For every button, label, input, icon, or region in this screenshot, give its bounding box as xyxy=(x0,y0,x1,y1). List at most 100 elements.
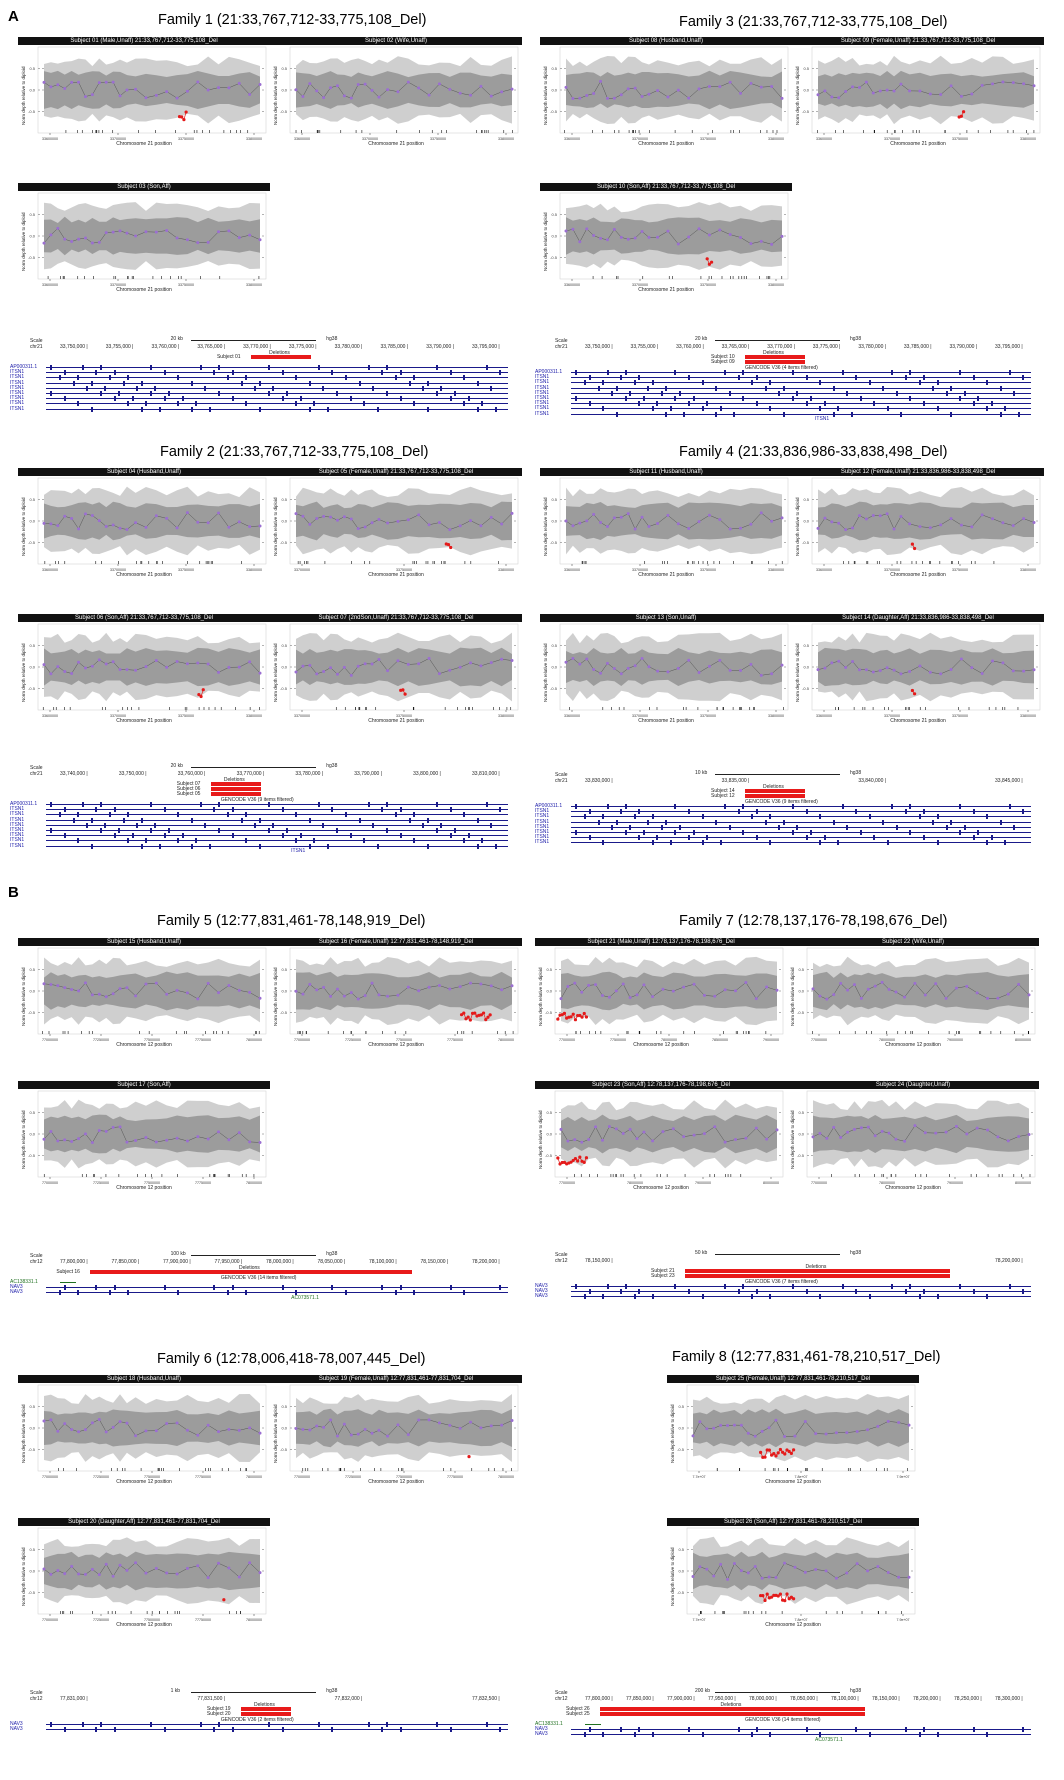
data-point xyxy=(70,80,74,84)
x-axis-label: Chromosome 12 position xyxy=(116,1622,172,1628)
family-7-title: Family 7 (12:78,137,176-78,198,676_Del) xyxy=(679,913,948,929)
deletion-bar xyxy=(745,789,805,793)
data-point xyxy=(118,987,122,991)
browser-scale-label: Scale xyxy=(30,1253,43,1259)
data-point xyxy=(104,524,108,528)
y-tick-label: 0.5 xyxy=(29,1547,35,1552)
exon-block xyxy=(819,814,822,820)
data-point xyxy=(301,514,305,518)
browser-coordinate: 77,850,000 | xyxy=(626,1696,654,1702)
x-tick-label: 33800000 xyxy=(498,568,514,572)
family-3-title: Family 3 (21:33,767,712-33,775,108_Del) xyxy=(679,14,948,30)
data-point xyxy=(248,525,252,529)
data-point xyxy=(315,672,319,676)
exon-block xyxy=(476,843,479,849)
data-point xyxy=(56,524,60,528)
exon-block xyxy=(588,835,591,841)
data-point xyxy=(934,982,938,986)
data-point xyxy=(248,660,252,664)
data-point xyxy=(592,233,596,237)
x-tick-label: 33600000 xyxy=(294,137,310,141)
data-point xyxy=(175,1421,179,1425)
deletions-track-label: Deletions xyxy=(763,784,784,790)
x-tick-label: 77000000 xyxy=(42,1181,58,1185)
exon-block xyxy=(195,838,198,844)
exon-block xyxy=(688,401,690,407)
data-point xyxy=(765,1137,769,1141)
exon-block xyxy=(972,835,975,841)
data-point xyxy=(846,988,850,992)
deletion-point xyxy=(582,1160,586,1164)
data-point xyxy=(671,1127,675,1131)
x-tick-label: 33750000 xyxy=(952,714,968,718)
browser-coordinate: 33,770,000 | xyxy=(236,771,265,777)
subject-plot: Subject 18 (Husband,Unaff) Norm depth rel… xyxy=(18,1375,270,1485)
data-point xyxy=(469,93,473,97)
exon-block xyxy=(624,1284,627,1289)
exon-block xyxy=(950,385,953,391)
subject-header: Subject 07 (2ndSon,Unaff) 21:33,767,712-… xyxy=(270,614,522,622)
x-tick-label: 77500000 xyxy=(610,1038,626,1042)
data-point xyxy=(793,1565,797,1569)
data-point xyxy=(965,1132,969,1136)
exon-block xyxy=(245,375,248,381)
exon-block xyxy=(688,375,690,381)
data-point xyxy=(206,88,210,92)
data-point xyxy=(510,511,514,515)
data-point xyxy=(599,79,603,83)
data-point xyxy=(713,994,717,998)
depth-line xyxy=(817,658,1035,675)
exon-block xyxy=(349,833,352,839)
exon-block xyxy=(999,385,1002,391)
gene-label: NAV3 xyxy=(535,1288,548,1295)
x-tick-label: 33700000 xyxy=(884,568,900,572)
data-point xyxy=(1017,1135,1021,1139)
exon-block xyxy=(109,1290,112,1296)
data-point xyxy=(585,519,589,523)
deletion-point xyxy=(468,1018,472,1022)
data-point xyxy=(489,984,493,988)
transcript-line xyxy=(46,367,508,368)
data-point xyxy=(759,511,763,515)
exon-block xyxy=(575,1284,577,1289)
y-tick-label: -0.5 xyxy=(550,109,558,114)
exon-block xyxy=(769,406,772,412)
exon-block xyxy=(376,406,379,412)
data-point xyxy=(56,984,60,988)
data-point xyxy=(619,515,623,519)
x-tick-label: 33700000 xyxy=(294,568,310,572)
data-point xyxy=(42,80,46,84)
x-tick-label: 33600000 xyxy=(42,137,58,141)
exon-block xyxy=(959,830,962,835)
x-tick-label: 33700000 xyxy=(362,137,378,141)
data-point xyxy=(656,669,660,673)
exon-block xyxy=(295,812,298,818)
y-tick-label: 0.5 xyxy=(798,1110,804,1115)
data-point xyxy=(573,981,577,985)
depth-line xyxy=(692,1562,910,1581)
data-point xyxy=(702,993,706,997)
exon-block xyxy=(158,843,161,849)
genome-browser: Scale chr21 20 kb hg38 33,750,000 | 33,755,00… xyxy=(10,336,512,428)
browser-coordinate: 33,770,000 | xyxy=(243,344,271,350)
exon-block xyxy=(331,807,334,813)
exon-block xyxy=(199,365,202,370)
deletion-point xyxy=(571,1158,575,1163)
x-tick-label: 33600000 xyxy=(42,714,58,718)
data-point xyxy=(248,1140,252,1144)
gene-label: ITSN1 xyxy=(535,823,550,830)
data-point xyxy=(712,1574,716,1578)
exon-block xyxy=(99,802,102,807)
data-point xyxy=(718,228,722,232)
data-point xyxy=(377,95,381,99)
data-point xyxy=(125,1421,129,1425)
data-point xyxy=(825,1136,829,1140)
exon-block xyxy=(190,843,193,849)
data-point xyxy=(111,1125,115,1129)
deletion-point xyxy=(785,1592,789,1596)
data-point xyxy=(417,662,421,666)
data-point xyxy=(770,672,774,676)
exon-block xyxy=(923,835,926,841)
scale-bar xyxy=(715,340,840,341)
